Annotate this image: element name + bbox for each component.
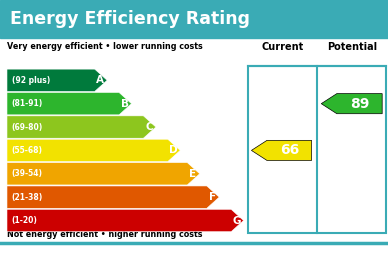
Text: Energy Efficiency Rating: Energy Efficiency Rating — [10, 10, 250, 28]
Text: (1-20): (1-20) — [12, 216, 38, 225]
Text: (39-54): (39-54) — [12, 169, 43, 178]
Text: Potential: Potential — [327, 42, 377, 52]
Text: (21-38): (21-38) — [12, 193, 43, 202]
Text: F: F — [209, 192, 216, 202]
Text: E: E — [189, 169, 196, 179]
Text: (69-80): (69-80) — [12, 123, 43, 132]
Text: C: C — [145, 122, 153, 132]
Text: 89: 89 — [350, 97, 369, 111]
Bar — [248, 66, 386, 233]
Text: Very energy efficient • lower running costs: Very energy efficient • lower running co… — [7, 42, 203, 51]
Text: Current: Current — [262, 42, 303, 52]
Text: Not energy efficient • higher running costs: Not energy efficient • higher running co… — [7, 230, 203, 239]
Polygon shape — [251, 140, 312, 161]
Bar — [0, 0, 388, 38]
Polygon shape — [7, 69, 107, 91]
Polygon shape — [7, 139, 180, 162]
Polygon shape — [7, 209, 244, 232]
Polygon shape — [321, 94, 382, 114]
Text: D: D — [169, 145, 178, 155]
Text: (81-91): (81-91) — [12, 99, 43, 108]
Polygon shape — [7, 163, 200, 185]
Text: B: B — [121, 99, 129, 109]
Text: (55-68): (55-68) — [12, 146, 43, 155]
Polygon shape — [7, 116, 156, 138]
Text: A: A — [96, 75, 104, 85]
Polygon shape — [7, 92, 132, 115]
Text: G: G — [232, 216, 241, 226]
Polygon shape — [7, 186, 219, 208]
Text: (92 plus): (92 plus) — [12, 76, 50, 85]
Text: 66: 66 — [280, 143, 299, 157]
